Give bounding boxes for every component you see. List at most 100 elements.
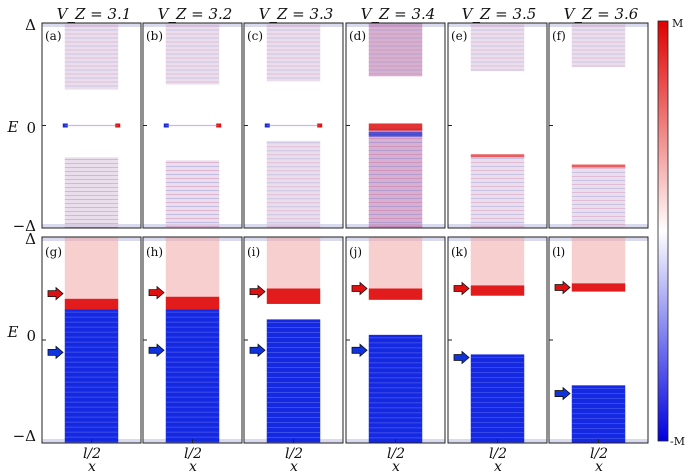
x-axis-label-4: x bbox=[392, 459, 400, 472]
blue-region bbox=[165, 309, 220, 443]
colorbar-gradient bbox=[657, 20, 669, 442]
panel-label: (k) bbox=[451, 245, 468, 259]
spectrum-lower bbox=[571, 166, 626, 228]
red-band bbox=[165, 296, 220, 310]
y-axis: E E Δ 0 −Δ Δ 0 −Δ bbox=[7, 16, 37, 445]
x-axis-label-3: x bbox=[290, 459, 298, 472]
panel-a: (a) bbox=[41, 22, 142, 229]
panel-label: (l) bbox=[552, 245, 565, 259]
panel-label: (c) bbox=[247, 29, 263, 43]
x-axis-label-1: x bbox=[88, 459, 96, 472]
column-title-6: V_Z = 3.6 bbox=[564, 5, 639, 23]
panel-label: (f) bbox=[552, 29, 566, 43]
near-zero-band bbox=[368, 123, 423, 131]
blue-region bbox=[470, 354, 525, 443]
x-tick-label-5: l/2 bbox=[489, 446, 507, 462]
gap-edge-red bbox=[571, 164, 626, 168]
colorbar-min-label: -M bbox=[670, 435, 685, 448]
panel-c: (c) bbox=[243, 22, 344, 229]
blue-region bbox=[368, 334, 423, 443]
x-tick-label-6: l/2 bbox=[590, 446, 608, 462]
column-titles: V_Z = 3.1 V_Z = 3.2 V_Z = 3.3 V_Z = 3.4 … bbox=[57, 5, 639, 23]
panel-b: (b) bbox=[142, 22, 243, 229]
blue-region bbox=[64, 309, 119, 443]
column-title-1: V_Z = 3.1 bbox=[57, 5, 132, 23]
x-tick-label-2: l/2 bbox=[184, 446, 202, 462]
red-arrow bbox=[554, 280, 571, 295]
red-arrow bbox=[47, 286, 64, 301]
y-axis-label-bottom: E bbox=[7, 323, 19, 341]
blue-arrow bbox=[249, 343, 266, 358]
y-tick-bottom-neg-delta: −Δ bbox=[13, 427, 37, 445]
panel-label: (h) bbox=[146, 245, 163, 259]
column-title-5: V_Z = 3.5 bbox=[462, 5, 537, 23]
upper-faint-red bbox=[165, 237, 220, 297]
colorbar-max-label: M bbox=[672, 17, 683, 30]
red-arrow bbox=[249, 284, 266, 299]
y-tick-bottom-delta: Δ bbox=[25, 230, 36, 248]
spectrum-upper bbox=[64, 23, 119, 90]
blue-arrow bbox=[453, 350, 470, 365]
panels: (a) (b) (c) (d) (e) (f) (g) (h) (i) (j) (k) (l) bbox=[41, 22, 649, 444]
blue-arrow bbox=[554, 386, 571, 401]
column-title-3: V_Z = 3.3 bbox=[259, 5, 334, 23]
blue-arrow bbox=[47, 345, 64, 360]
panel-label: (e) bbox=[451, 29, 467, 43]
x-axis-label-2: x bbox=[189, 459, 197, 472]
panel-l: (l) bbox=[548, 236, 649, 444]
panel-label: (a) bbox=[45, 29, 62, 43]
red-arrow bbox=[148, 285, 165, 300]
panel-f: (f) bbox=[548, 22, 649, 229]
y-tick-top-neg-delta: −Δ bbox=[13, 217, 37, 235]
red-band bbox=[571, 283, 626, 292]
blue-region bbox=[266, 319, 321, 443]
panel-h: (h) bbox=[142, 236, 243, 444]
colorbar: M -M bbox=[657, 17, 685, 448]
spectrum-lower bbox=[64, 157, 119, 228]
column-title-4: V_Z = 3.4 bbox=[361, 5, 436, 23]
spectrum-lower bbox=[266, 140, 321, 228]
blue-region bbox=[571, 385, 626, 443]
y-tick-top-zero: 0 bbox=[26, 119, 36, 137]
panel-e: (e) bbox=[447, 22, 548, 229]
upper-faint-red bbox=[266, 237, 321, 289]
panel-label: (d) bbox=[349, 29, 366, 43]
upper-faint-red bbox=[368, 237, 423, 289]
panel-g: (g) bbox=[41, 236, 142, 444]
red-band bbox=[368, 288, 423, 300]
spectrum-upper bbox=[266, 23, 321, 82]
spectrum-lower bbox=[470, 156, 525, 228]
red-band bbox=[266, 288, 321, 304]
y-axis-label-top: E bbox=[7, 118, 19, 136]
panel-label: (i) bbox=[247, 245, 260, 259]
panel-label: (j) bbox=[349, 245, 362, 259]
red-band bbox=[470, 285, 525, 296]
red-band bbox=[64, 298, 119, 310]
spectrum-upper bbox=[571, 23, 626, 68]
spectrum-upper bbox=[470, 23, 525, 72]
column-title-2: V_Z = 3.2 bbox=[158, 5, 233, 23]
panel-j: (j) bbox=[345, 236, 446, 444]
spectrum-upper bbox=[368, 23, 423, 77]
x-axis: l/2 l/2 l/2 l/2 l/2 l/2 x x x x x x bbox=[83, 446, 608, 472]
x-tick-label-3: l/2 bbox=[285, 446, 303, 462]
y-tick-top-delta: Δ bbox=[25, 16, 36, 34]
panel-i: (i) bbox=[243, 236, 344, 444]
panel-label: (g) bbox=[45, 245, 62, 259]
gap-edge-red bbox=[470, 154, 525, 158]
upper-faint-red bbox=[470, 237, 525, 286]
x-tick-label-1: l/2 bbox=[83, 446, 101, 462]
upper-faint-red bbox=[571, 237, 626, 284]
x-tick-label-4: l/2 bbox=[387, 446, 405, 462]
panel-k: (k) bbox=[447, 236, 548, 444]
x-axis-label-5: x bbox=[494, 459, 502, 472]
y-tick-bottom-zero: 0 bbox=[26, 327, 36, 345]
panel-d: (d) bbox=[345, 22, 446, 229]
red-arrow bbox=[453, 281, 470, 296]
blue-arrow bbox=[148, 343, 165, 358]
near-zero-band-blue bbox=[368, 131, 423, 137]
panel-label: (b) bbox=[146, 29, 163, 43]
upper-faint-red bbox=[64, 237, 119, 299]
blue-arrow bbox=[351, 343, 368, 358]
